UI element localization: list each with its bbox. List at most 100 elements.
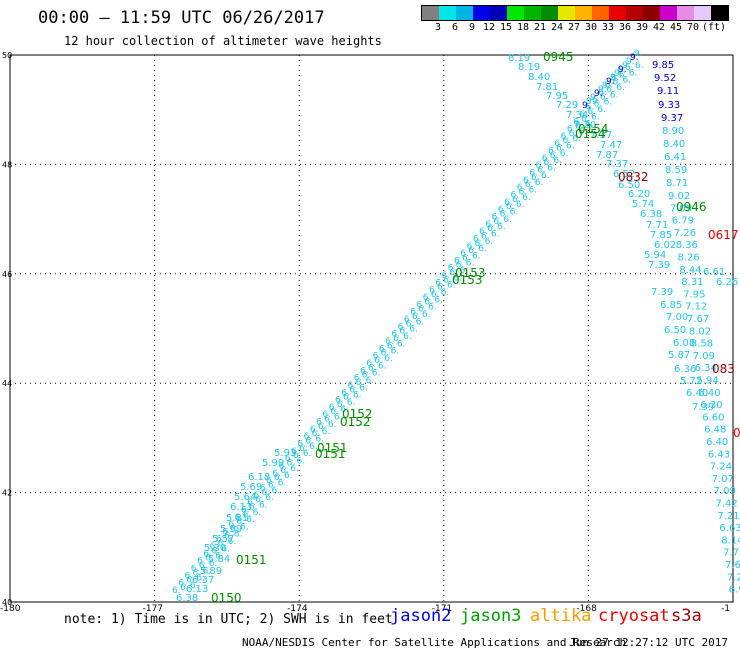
swh-track-mark: 6.	[211, 546, 220, 556]
swh-value: 7.39	[648, 260, 670, 271]
swh-track-mark: 6.	[322, 410, 331, 420]
swh-track-mark: 6.	[249, 502, 258, 512]
swh-track-mark: 6.	[504, 198, 513, 208]
swh-track-mark: 6.	[221, 544, 230, 554]
legend-swatch	[592, 6, 609, 20]
swh-track-mark: 6.	[340, 405, 349, 415]
swh-value: 5.30	[204, 543, 226, 554]
jason2-swh-value: 9.33	[658, 100, 680, 111]
swh-track-mark: 6.	[485, 220, 494, 230]
swh-track-mark: 6.	[228, 537, 237, 547]
swh-track-mark: 6.	[529, 169, 538, 179]
swh-value: 7.87	[596, 150, 618, 161]
swh-value: 8.02	[689, 326, 711, 337]
pass-time-label: 0151	[315, 447, 346, 461]
latitude-tick-label: 48	[2, 160, 12, 169]
swh-track-mark: 6.	[399, 327, 408, 337]
legend-label: 70	[686, 22, 700, 33]
longitude-tick-label: -1	[721, 604, 730, 614]
swh-track-mark: 6.	[384, 354, 393, 364]
swh-track-mark: 6.	[235, 513, 244, 523]
swh-track-mark: 6.	[554, 156, 563, 166]
swh-track-mark: 6.	[410, 308, 419, 318]
footer-credit: NOAA/NESDIS Center for Satellite Applica…	[242, 636, 627, 649]
swh-value: 7.39	[692, 402, 714, 413]
swh-track-mark: 6.	[604, 98, 613, 108]
swh-track-mark: 6.	[299, 444, 308, 454]
swh-track-mark: 6.	[429, 286, 438, 296]
swh-track-mark: 6.	[218, 539, 227, 549]
swh-track-mark: 6.	[368, 363, 377, 373]
swh-track-mark: 6.	[510, 191, 519, 201]
swh-value: 8.40	[663, 139, 685, 150]
swh-value: 6.38	[640, 209, 662, 220]
swh-track-mark: 6.	[412, 312, 421, 322]
swh-track-mark: 6.	[341, 388, 350, 398]
satellite-s3a: s3a	[671, 606, 702, 626]
legend-label: 21	[533, 22, 547, 33]
swh-value: 6.37	[192, 575, 214, 586]
swh-value: 7.42	[716, 499, 738, 510]
swh-track-mark: 6.	[579, 127, 588, 137]
swh-track-mark: 9.	[618, 65, 627, 75]
swh-value: 5.74	[632, 199, 654, 210]
longitude-tick-label: -168	[576, 604, 597, 614]
swh-value: 7.71	[646, 220, 668, 231]
swh-track-mark: 6.	[487, 224, 496, 234]
swh-value: 6.02	[654, 240, 676, 251]
legend-label: 42	[652, 22, 666, 33]
swh-track-mark: 6.	[441, 288, 450, 298]
legend-unit: (ft)	[702, 22, 727, 33]
swh-track-mark: 6.	[246, 515, 255, 525]
swh-track-mark: 6.	[485, 237, 494, 247]
swh-value: 8.71	[666, 178, 688, 189]
swh-track-mark: 6.	[466, 259, 475, 269]
swh-value: 6.34	[695, 363, 717, 374]
swh-track-mark: 6.	[373, 352, 382, 362]
swh-track-mark: 6.	[610, 90, 619, 100]
swh-value: 5.94	[644, 250, 666, 261]
swh-value: 5.81	[226, 513, 248, 524]
latitude-tick-label: 42	[2, 489, 12, 498]
satellite-jason3: jason3	[460, 606, 522, 626]
swh-track-mark: 6.	[512, 195, 521, 205]
swh-track-mark: 6.	[542, 154, 551, 164]
swh-track-mark: 6.	[349, 385, 358, 395]
page-subtitle: 12 hour collection of altimeter wave hei…	[64, 34, 382, 48]
swh-value: 8.14	[721, 535, 740, 546]
swh-track-mark: 6.	[199, 561, 208, 571]
pass-time-label: 0	[733, 426, 740, 440]
swh-track-mark: 6.	[547, 164, 556, 174]
swh-value: 8.44	[679, 265, 701, 276]
swh-track-mark: 6.	[472, 251, 481, 261]
swh-track-mark: 6.	[203, 549, 212, 559]
swh-track-mark: 6.	[180, 583, 189, 593]
swh-track-mark: 6.	[556, 144, 565, 154]
swh-track-mark: 6.	[573, 117, 582, 127]
swh-value: 8.59	[665, 165, 687, 176]
swh-track-mark: 6.	[619, 70, 628, 80]
swh-track-mark: 6.	[209, 559, 218, 569]
color-scale-labels: 3 6 9 12 15 18 21 24 27 30 33 36 39 42 45 70	[421, 22, 727, 34]
swh-track-mark: 6.	[297, 440, 306, 450]
swh-track-mark: 6.	[581, 114, 590, 124]
swh-track-mark: 6.	[566, 142, 575, 152]
swh-track-mark: 6.	[492, 212, 501, 222]
swh-track-mark: 6.	[460, 249, 469, 259]
swh-track-mark: 6.	[431, 290, 440, 300]
swh-track-mark: 6.	[544, 158, 553, 168]
swh-value: 6.13	[230, 502, 252, 513]
satellite-cryosat: cryosat	[598, 606, 670, 626]
swh-track-mark: 6.	[391, 347, 400, 357]
swh-track-mark: 6.	[612, 78, 621, 88]
swh-track-mark: 6.	[586, 103, 595, 113]
legend-swatch	[473, 6, 490, 20]
jason2-swh-value: 9.11	[657, 86, 679, 97]
legend-swatch	[456, 6, 473, 20]
swh-track-mark: 6.	[259, 500, 268, 510]
swh-value: 7.24	[710, 462, 732, 473]
legend-label: 18	[516, 22, 530, 33]
swh-track-mark: 6.	[585, 120, 594, 130]
swh-track-mark: 6.	[537, 166, 546, 176]
swh-track-mark: 6.	[434, 295, 443, 305]
